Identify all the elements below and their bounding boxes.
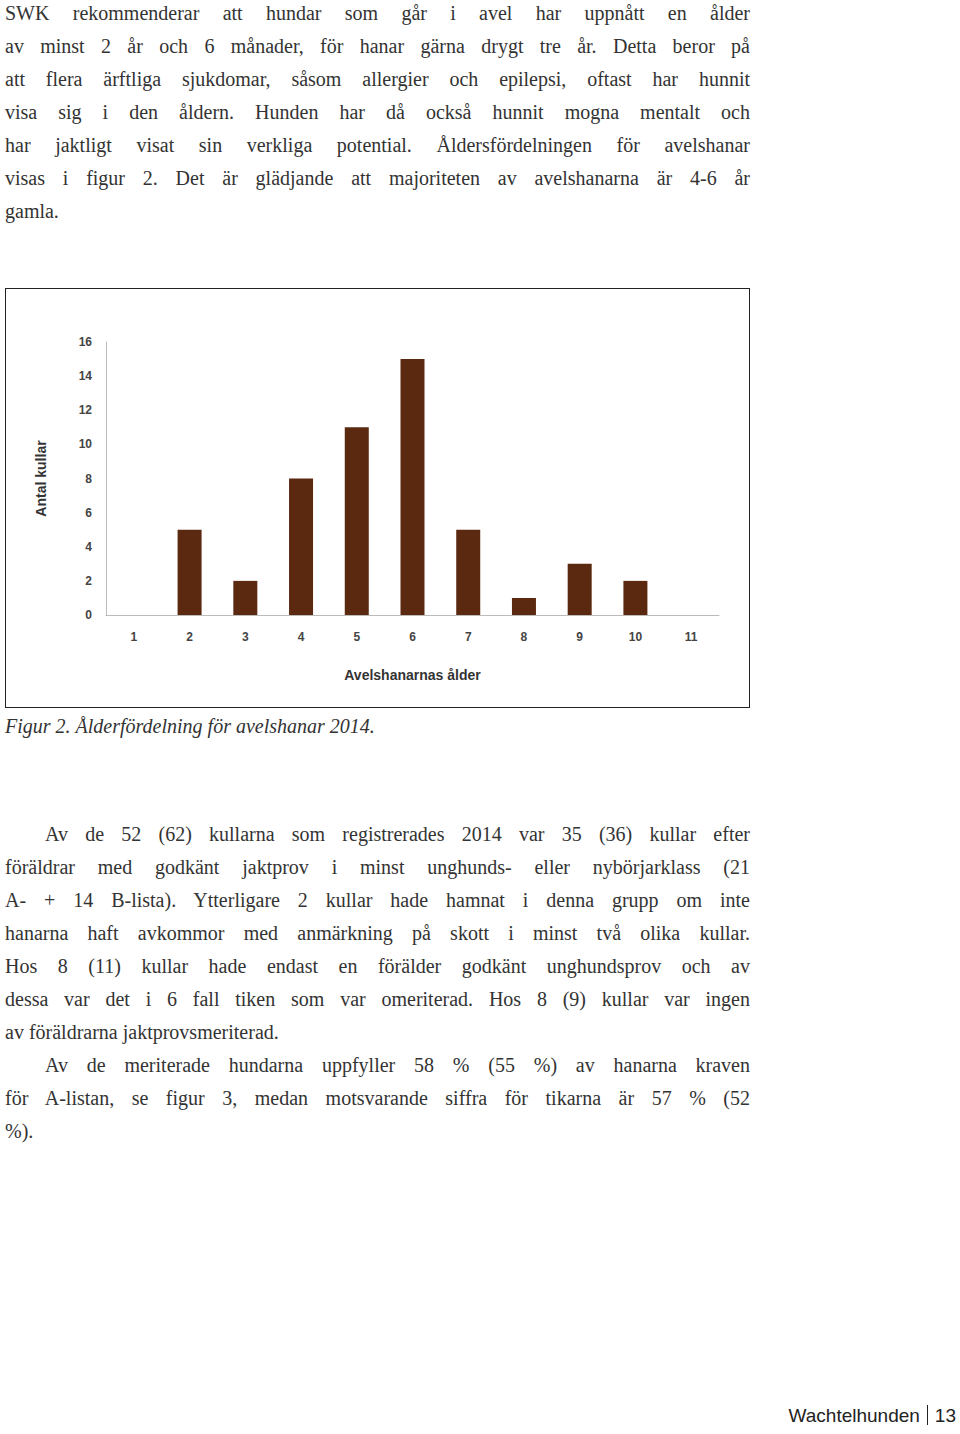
svg-text:1: 1 <box>131 630 138 644</box>
svg-text:2: 2 <box>85 574 92 588</box>
html-text:Figur 2. Ålderfördelning för a: Figur 2. Ålderfördelning för avelshanar … <box>5 715 375 737</box>
html-text:gamla.: gamla. <box>5 200 59 222</box>
html-text:13: 13 <box>934 1405 956 1426</box>
svg-text:Avelshanarnas ålder: Avelshanarnas ålder <box>344 667 481 683</box>
svg-text:6: 6 <box>409 630 416 644</box>
svg-text:10: 10 <box>629 630 643 644</box>
html-text:Av de 52 (62) kullarna som reg: Av de 52 (62) kullarna som registrerades… <box>45 823 750 845</box>
html-text:föräldrar med godkänt jaktprov: föräldrar med godkänt jaktprov i minst u… <box>5 856 750 878</box>
svg-text:4: 4 <box>298 630 305 644</box>
svg-text:16: 16 <box>79 335 93 349</box>
svg-text:8: 8 <box>85 472 92 486</box>
html-text:A- + 14 B-lista). Ytterligare: A- + 14 B-lista). Ytterligare 2 kullar h… <box>5 889 750 911</box>
svg-text:2: 2 <box>186 630 193 644</box>
svg-text:0: 0 <box>85 608 92 622</box>
svg-text:7: 7 <box>465 630 472 644</box>
html-text:visas i figur 2. Det är glädja: visas i figur 2. Det är glädjande att ma… <box>5 167 750 189</box>
svg-text:8: 8 <box>521 630 528 644</box>
html-text:dessa var det i 6 fall tiken s: dessa var det i 6 fall tiken som var ome… <box>5 988 750 1010</box>
svg-text:9: 9 <box>576 630 583 644</box>
svg-text:5: 5 <box>353 630 360 644</box>
html-text:Hos 8 (11) kullar hade endast: Hos 8 (11) kullar hade endast en förälde… <box>5 955 750 977</box>
html-text:för A-listan, se figur 3, meda: för A-listan, se figur 3, medan motsvara… <box>5 1087 750 1109</box>
svg-text:4: 4 <box>85 540 92 554</box>
html-text:av föräldrarna jaktprovsmerite: av föräldrarna jaktprovsmeriterad. <box>5 1021 279 1043</box>
html-text:har jaktligt visat sin verklig: har jaktligt visat sin verkliga potentia… <box>5 134 750 156</box>
svg-text:12: 12 <box>79 403 93 417</box>
html-text:att flera ärftliga sjukdomar,: att flera ärftliga sjukdomar, såsom alle… <box>5 68 750 90</box>
html-text:Wachtelhunden: Wachtelhunden <box>788 1405 920 1426</box>
html-text:av minst 2 år och 6 månader, f: av minst 2 år och 6 månader, för hanar g… <box>5 35 750 57</box>
svg-text:11: 11 <box>685 630 698 644</box>
svg-text:10: 10 <box>79 437 93 451</box>
svg-text:Antal kullar: Antal kullar <box>33 440 49 517</box>
svg-text:6: 6 <box>85 506 92 520</box>
html-text:visa sig i den åldern. Hunden: visa sig i den åldern. Hunden har då ock… <box>5 101 750 123</box>
html-text:SWK rekommenderar att hundar s: SWK rekommenderar att hundar som går i a… <box>5 2 750 24</box>
svg-text:3: 3 <box>242 630 249 644</box>
svg-text:14: 14 <box>79 369 93 383</box>
html-text:hanarna haft avkommor med anmä: hanarna haft avkommor med anmärkning på … <box>5 922 750 944</box>
html-text:Av de meriterade hundarna uppf: Av de meriterade hundarna uppfyller 58 %… <box>45 1054 750 1076</box>
